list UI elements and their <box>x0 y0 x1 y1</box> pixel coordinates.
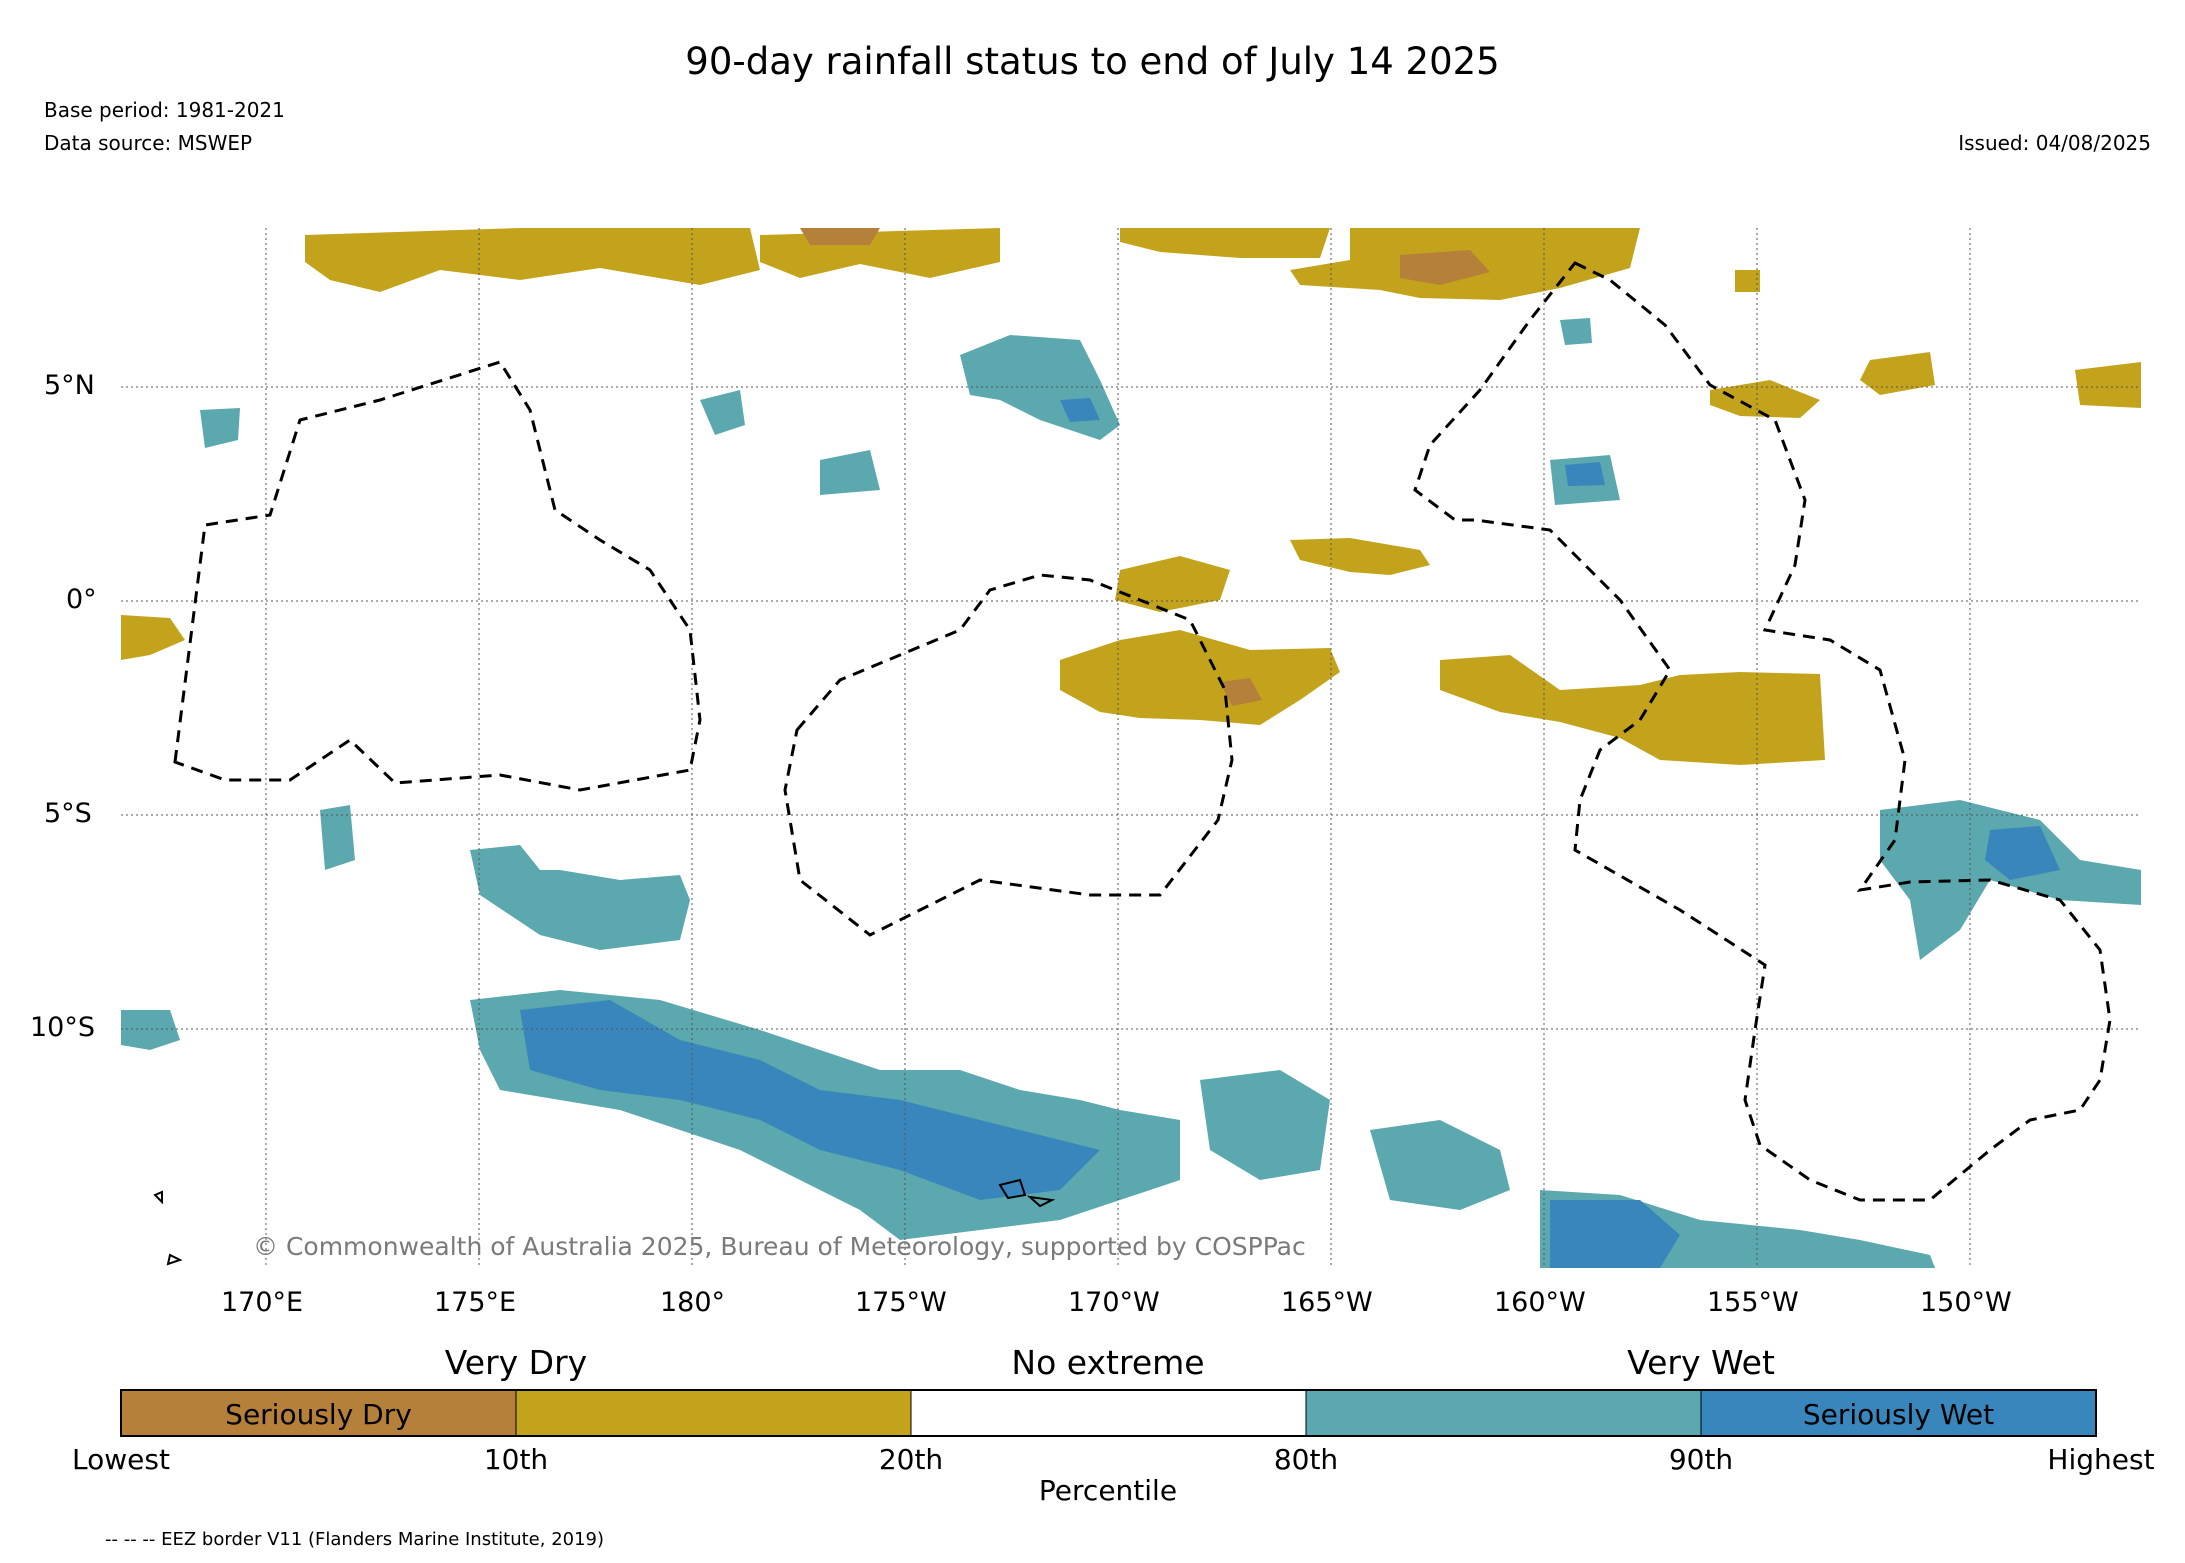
dry-region-ne-1 <box>1710 380 1820 418</box>
lon-label-155w: 155°W <box>1707 1287 1799 1318</box>
lat-label-5n: 5°N <box>44 370 95 401</box>
anomaly-regions <box>121 228 2141 1268</box>
eez-border-central <box>783 573 1234 937</box>
legend-swatch-label-seriously-wet: Seriously Wet <box>1802 1398 1995 1431</box>
legend-colorbar <box>120 1389 2097 1437</box>
seriously-dry-north-2 <box>800 228 880 245</box>
wet-region-south-4 <box>1370 1120 1510 1210</box>
eez-borders <box>173 261 2112 1202</box>
dry-region-equatorial-main <box>1060 630 1340 725</box>
lon-label-170e: 170°E <box>221 1287 304 1318</box>
lon-label-175e: 175°E <box>434 1287 517 1318</box>
legend-swatch-no-extreme <box>910 1389 1307 1437</box>
dry-region-north-west <box>305 228 760 292</box>
seriously-dry-equatorial <box>1220 678 1262 706</box>
lon-label-165w: 165°W <box>1281 1287 1373 1318</box>
legend-swatch-seriously-dry <box>120 1389 517 1437</box>
map-title: 90-day rainfall status to end of July 14… <box>685 40 1500 83</box>
percentile-label-20th: 20th <box>878 1443 944 1476</box>
wet-region-east <box>1880 800 2141 960</box>
eez-border-east <box>1413 261 2112 1202</box>
legend-swatch-seriously-wet <box>1700 1389 2097 1437</box>
lon-label-150w: 150°W <box>1920 1287 2012 1318</box>
dry-region-equatorial-west <box>1115 556 1230 612</box>
seriously-wet-south-5 <box>1550 1200 1680 1268</box>
island-outline <box>153 1190 163 1205</box>
wet-region-n3 <box>820 450 880 495</box>
seriously-dry-north <box>1400 250 1490 285</box>
wet-region-n6 <box>1560 318 1592 345</box>
legend-category-very-wet: Very Wet <box>1627 1343 1775 1382</box>
island-outline <box>166 1253 183 1266</box>
lon-label-170w: 170°W <box>1068 1287 1160 1318</box>
lon-label-180: 180° <box>660 1287 726 1318</box>
legend-swatch-very-dry <box>515 1389 912 1437</box>
dry-region-ne-2 <box>1860 352 1935 395</box>
lat-label-0: 0° <box>66 584 97 615</box>
lat-label-5s: 5°S <box>44 798 92 829</box>
wet-region-n2 <box>700 390 745 435</box>
lon-label-160w: 160°W <box>1494 1287 1586 1318</box>
data-source: Data source: MSWEP <box>44 131 253 155</box>
seriously-wet-n4 <box>1565 462 1605 486</box>
dry-region-equatorial-north <box>1290 538 1430 575</box>
wet-region-sw <box>121 1010 180 1050</box>
dry-region-ne-3 <box>2075 362 2141 408</box>
eez-border-note: -- -- -- EEZ border V11 (Flanders Marine… <box>105 1529 605 1550</box>
island-outlines <box>153 1178 1056 1266</box>
legend-axis-label: Percentile <box>1038 1474 1178 1507</box>
dry-region-north-mid <box>1120 228 1330 258</box>
legend-swatch-very-wet <box>1305 1389 1702 1437</box>
wet-region-south-3 <box>1200 1070 1330 1180</box>
seriously-wet-n1 <box>1060 398 1100 422</box>
legend-frame <box>120 1389 2097 1437</box>
legend-swatch-label-seriously-dry: Seriously Dry <box>225 1398 412 1431</box>
copyright-notice: © Commonwealth of Australia 2025, Bureau… <box>253 1232 1306 1261</box>
lat-label-10s: 10°S <box>30 1012 95 1043</box>
wet-region-sw-2 <box>320 805 355 870</box>
wet-region-south-1 <box>470 845 690 950</box>
wet-region-n5 <box>200 408 240 448</box>
dry-region-north-central <box>760 228 1000 278</box>
seriously-wet-south-2 <box>520 1000 1100 1200</box>
percentile-label-10th: 10th <box>483 1443 549 1476</box>
dry-region-ne-4 <box>1735 270 1760 292</box>
percentile-label-80th: 80th <box>1273 1443 1339 1476</box>
legend-category-no-extreme: No extreme <box>1011 1343 1205 1382</box>
issued-date: Issued: 04/08/2025 <box>1958 131 2151 155</box>
eez-border-west <box>173 360 702 792</box>
percentile-label-90th: 90th <box>1668 1443 1734 1476</box>
dry-region-west-edge <box>121 615 185 660</box>
dry-region-equatorial-east <box>1440 655 1825 765</box>
island-outline <box>998 1178 1027 1200</box>
legend-category-very-dry: Very Dry <box>444 1343 588 1382</box>
base-period: Base period: 1981-2021 <box>44 98 285 122</box>
lon-label-175w: 175°W <box>855 1287 947 1318</box>
island-outline <box>1026 1195 1056 1208</box>
percentile-label-lowest: Lowest <box>72 1443 170 1476</box>
seriously-wet-east <box>1985 826 2060 880</box>
percentile-label-highest: Highest <box>2047 1443 2155 1476</box>
grid <box>121 228 2141 1268</box>
